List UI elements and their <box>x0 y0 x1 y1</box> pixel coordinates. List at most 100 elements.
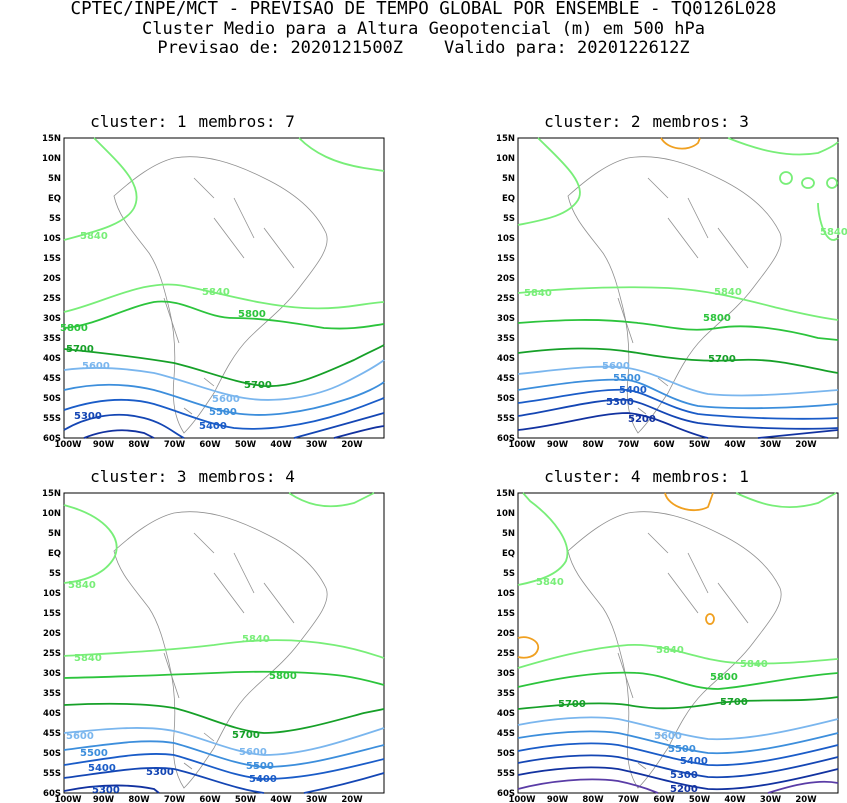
contour-label: 5300 <box>92 785 120 796</box>
contour-label: 5400 <box>619 385 647 396</box>
contour-5840-island <box>826 177 838 189</box>
lon-tick-label: 20W <box>795 795 817 803</box>
panel-title-members: membros: 7 <box>198 112 295 131</box>
contour-label: 5400 <box>680 756 708 767</box>
contour-5880-west <box>517 636 540 659</box>
contour-5100 <box>517 778 659 794</box>
panel-title-cluster: cluster: 3 <box>90 467 187 486</box>
lon-tick-label: 90W <box>93 440 115 450</box>
lat-tick-label: 35S <box>43 689 61 699</box>
contour-label: 5800 <box>60 323 88 334</box>
map-svg: 15N 10N 5N EQ 5S 10S 15S 20S 25S 30S 35S 40S 45S 50S 5… <box>42 134 385 450</box>
contour-5840-north <box>517 137 581 226</box>
panel-title-cluster: cluster: 1 <box>90 112 187 131</box>
lon-tick-label: 40W <box>724 795 746 803</box>
contour-label: 5400 <box>199 421 227 432</box>
contour-label: 5600 <box>654 731 682 742</box>
lon-tick-label: 50W <box>689 440 711 450</box>
map-frame <box>517 492 839 794</box>
lat-tick-label: 50S <box>43 394 61 404</box>
contour-5840-north <box>63 137 138 241</box>
lon-tick-label: 80W <box>128 795 150 803</box>
contour-5200 <box>517 412 709 439</box>
contour-label: 5300 <box>670 770 698 781</box>
contour-label: 5300 <box>146 767 174 778</box>
lat-tick-label: 45S <box>497 729 515 739</box>
lat-tick-label: 5N <box>48 529 61 539</box>
lat-tick-label: 25S <box>497 294 515 304</box>
contour-5880 <box>660 137 701 150</box>
contour-5800 <box>517 319 839 341</box>
lon-tick-label: 100W <box>54 440 82 450</box>
lon-tick-label: 40W <box>270 440 292 450</box>
lat-tick-label: 20S <box>43 629 61 639</box>
lon-tick-label: 80W <box>582 795 604 803</box>
contour-5800 <box>63 300 385 330</box>
lat-tick-label: 40S <box>43 354 61 364</box>
contour-5300 <box>517 398 839 430</box>
lat-tick-label: 30S <box>43 314 61 324</box>
lat-tick-label: 45S <box>497 374 515 384</box>
contour-5100-e <box>767 780 839 794</box>
contour-label: 5840 <box>740 659 768 670</box>
contour-label: 5840 <box>80 231 108 242</box>
lat-tick-label: 50S <box>43 749 61 759</box>
contour-label: 5840 <box>68 580 96 591</box>
lat-tick-labels: 15N 10N 5N EQ 5S 10S 15S 20S 25S 30S 35S 40S 45S 50S 5… <box>496 134 515 444</box>
south-america-land <box>567 511 782 789</box>
contour-5880-island <box>705 613 715 625</box>
contour-5700 <box>517 347 839 374</box>
lat-tick-label: EQ <box>502 194 515 204</box>
contour-5200-e <box>757 429 839 439</box>
lon-tick-label: 20W <box>795 440 817 450</box>
lat-tick-label: 40S <box>497 709 515 719</box>
contour-5700 <box>517 696 839 710</box>
contour-5840-loop <box>817 202 839 241</box>
lat-tick-label: 10N <box>42 509 61 519</box>
contour-5400 <box>63 753 385 780</box>
header-line-2: Cluster Medio para a Altura Geopotencial… <box>142 18 705 39</box>
contour-5600 <box>63 727 385 756</box>
contour-5840-island <box>801 177 815 189</box>
coastline <box>163 177 295 344</box>
contour-label: 5600 <box>239 747 267 758</box>
contour-label: 5500 <box>80 748 108 759</box>
contour-label: 5500 <box>209 407 237 418</box>
coastline <box>637 732 669 770</box>
lat-tick-label: 25S <box>43 294 61 304</box>
lon-tick-label: 30W <box>760 440 782 450</box>
south-america-land <box>567 156 782 434</box>
contour-5500 <box>517 730 839 755</box>
contour-5400 <box>517 388 839 420</box>
contour-5400 <box>517 742 839 767</box>
contour-5300 <box>63 767 265 794</box>
lat-tick-label: 15S <box>497 254 515 264</box>
lat-tick-label: 50S <box>497 394 515 404</box>
lon-tick-label: 70W <box>164 795 186 803</box>
lon-tick-label: 20W <box>341 440 363 450</box>
contour-5840 <box>63 283 385 313</box>
lon-tick-label: 30W <box>306 440 328 450</box>
lon-tick-label: 20W <box>341 795 363 803</box>
lon-tick-labels: 100W 90W 80W 70W 60W 50W 40W 30W 20W <box>508 440 817 450</box>
lat-tick-label: 55S <box>43 769 61 779</box>
lon-tick-label: 70W <box>164 440 186 450</box>
contour-5300-e <box>303 772 385 794</box>
lat-tick-label: 15N <box>42 134 61 144</box>
coastline <box>183 377 215 415</box>
lat-tick-label: 35S <box>43 334 61 344</box>
lat-tick-label: 40S <box>497 354 515 364</box>
contour-label: 5840 <box>74 653 102 664</box>
lat-tick-label: 5S <box>503 214 515 224</box>
lat-tick-label: 15N <box>496 134 515 144</box>
contour-label: 5200 <box>670 784 698 795</box>
contour-5200-e <box>333 425 385 439</box>
lat-tick-label: 40S <box>43 709 61 719</box>
lat-tick-label: EQ <box>48 194 61 204</box>
panel-title-members: membros: 1 <box>652 467 749 486</box>
panel-title-members: membros: 3 <box>652 112 749 131</box>
lon-tick-label: 60W <box>199 795 221 803</box>
panel-title-members: membros: 4 <box>198 467 295 486</box>
lon-tick-label: 60W <box>653 795 675 803</box>
contour-label: 5700 <box>720 697 748 708</box>
